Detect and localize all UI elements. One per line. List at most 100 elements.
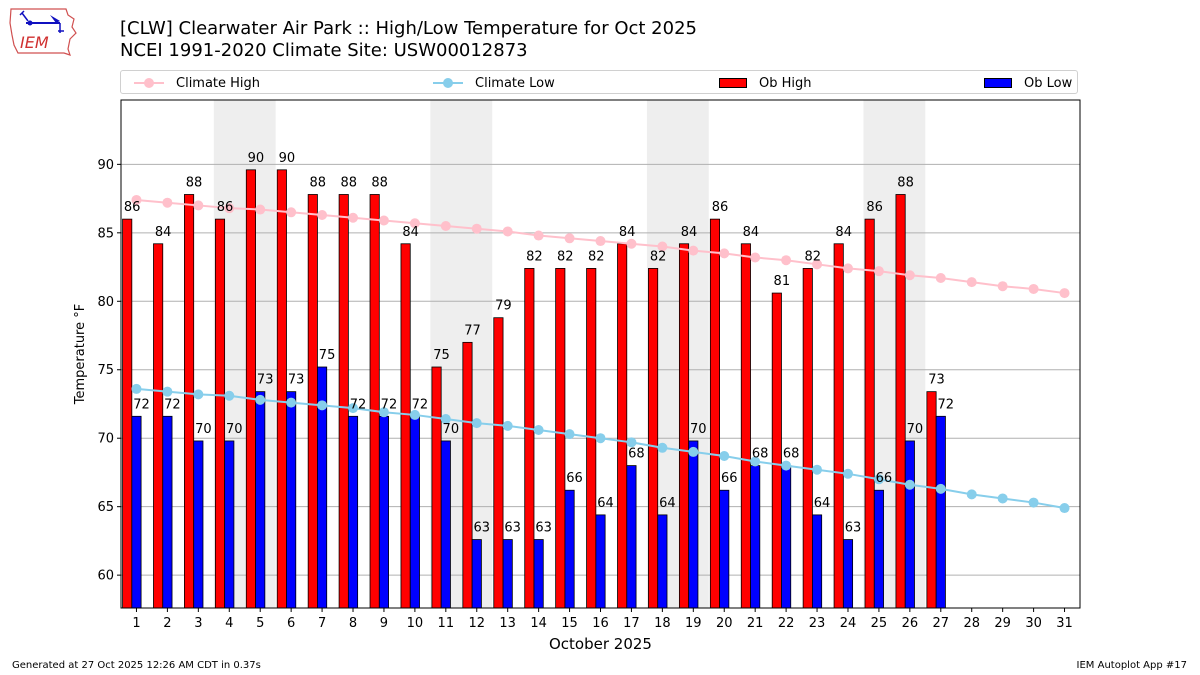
bar-labels-group: 86 84 88 86 90 90 88 88 88 84 75 77 79 82 82 82 84 82 84 86… <box>124 151 954 536</box>
ob-high-bar <box>895 194 906 609</box>
ob-high-bar <box>648 268 659 609</box>
climate-high-point <box>1028 283 1039 294</box>
x-tick-label: 24 <box>840 616 857 631</box>
x-tick-label: 30 <box>1025 616 1042 631</box>
climate-high-point <box>688 245 699 256</box>
climate-high-point <box>378 215 389 226</box>
ob-high-label: 77 <box>464 323 481 338</box>
x-tick-label: 8 <box>349 616 357 631</box>
title-line-1: [CLW] Clearwater Air Park :: High/Low Te… <box>120 18 697 39</box>
ob-high-bar <box>926 391 937 609</box>
climate-high-point <box>719 248 730 259</box>
ob-high-label: 84 <box>402 225 419 240</box>
climate-high-point <box>286 207 297 218</box>
ob-high-bar <box>307 194 318 609</box>
climate-low-point <box>440 414 451 425</box>
climate-low-point <box>997 493 1008 504</box>
climate-high-point <box>966 277 977 288</box>
ob-high-label: 84 <box>835 225 852 240</box>
x-tick-label: 1 <box>132 616 140 631</box>
ob-low-label: 68 <box>752 447 769 462</box>
ob-low-label: 72 <box>350 397 367 412</box>
ob-high-label: 81 <box>774 274 791 289</box>
ob-high-label: 82 <box>588 249 605 264</box>
iem-logo: IEM <box>8 5 80 59</box>
ob-low-label: 68 <box>628 447 645 462</box>
legend-ob-high-swatch-icon <box>719 78 747 88</box>
ob-high-label: 88 <box>310 175 327 190</box>
ob-low-bar <box>688 440 699 609</box>
y-tick-label: 60 <box>97 569 114 584</box>
bars-group <box>122 169 946 609</box>
ob-high-label: 82 <box>557 249 574 264</box>
ob-low-label: 63 <box>473 521 490 536</box>
y-tick-label: 80 <box>97 295 114 310</box>
ob-low-bar <box>873 489 884 609</box>
x-tick-label: 4 <box>225 616 233 631</box>
climate-high-point <box>750 252 761 263</box>
ob-low-bar <box>502 539 513 609</box>
climate-low-point <box>1028 497 1039 508</box>
ob-low-bar <box>626 465 637 609</box>
ob-low-bar <box>224 440 235 609</box>
climate-low-point <box>595 433 606 444</box>
ob-low-bar <box>781 465 792 609</box>
climate-high-point <box>162 197 173 208</box>
ob-high-bar <box>153 243 164 609</box>
y-tick-label: 85 <box>97 226 114 241</box>
y-tick-label: 70 <box>97 432 114 447</box>
x-tick-label: 20 <box>716 616 733 631</box>
ob-low-bar <box>347 415 359 609</box>
x-tick-label: 11 <box>438 616 455 631</box>
climate-low-point <box>224 390 235 401</box>
ob-high-label: 84 <box>619 225 636 240</box>
ob-low-bar <box>595 514 606 609</box>
ob-low-bar <box>750 465 761 609</box>
x-tick-label: 19 <box>685 616 702 631</box>
ob-low-label: 66 <box>721 471 738 486</box>
climate-high-point <box>317 210 328 221</box>
ob-high-label: 84 <box>155 225 172 240</box>
ob-high-bar <box>431 366 442 609</box>
climate-high-point <box>935 273 946 284</box>
climate-low-point <box>409 409 420 420</box>
climate-high-point <box>440 220 451 231</box>
ob-high-label: 82 <box>650 249 667 264</box>
x-tick-label: 14 <box>530 616 547 631</box>
climate-low-point <box>1059 503 1070 514</box>
ob-high-label: 82 <box>804 249 821 264</box>
y-axis-label: Temperature °F <box>73 304 88 405</box>
climate-low-point <box>533 424 544 435</box>
climate-low-point <box>657 442 668 453</box>
legend: Climate High Climate Low Ob High Ob Low <box>120 70 1078 94</box>
x-tick-label: 22 <box>778 616 795 631</box>
x-tick-label: 5 <box>256 616 264 631</box>
ob-high-bar <box>709 218 721 609</box>
ob-high-bar <box>524 268 535 609</box>
ob-low-bar <box>564 489 575 609</box>
ob-low-bar <box>440 440 451 609</box>
ob-low-label: 63 <box>504 521 521 536</box>
x-tick-label: 21 <box>747 616 764 631</box>
x-tick-label: 7 <box>318 616 326 631</box>
x-tick-label: 29 <box>994 616 1011 631</box>
legend-label: Ob High <box>759 75 812 91</box>
climate-high-point <box>842 263 853 274</box>
ob-high-label: 86 <box>712 200 729 215</box>
ob-high-bar <box>214 218 226 609</box>
ob-low-bar <box>255 391 266 609</box>
climate-high-point <box>224 203 235 214</box>
ob-high-bar <box>740 243 751 609</box>
x-tick-label: 31 <box>1056 616 1073 631</box>
climate-low-point <box>193 389 204 400</box>
ob-low-bar <box>935 415 946 609</box>
ob-high-bar <box>122 218 133 609</box>
ob-high-label: 88 <box>340 175 357 190</box>
climate-low-point <box>781 460 792 471</box>
ob-high-label: 90 <box>279 151 296 166</box>
x-tick-label: 2 <box>163 616 171 631</box>
ob-high-bar <box>833 243 844 609</box>
ob-low-label: 72 <box>381 397 398 412</box>
climate-low-point <box>286 397 297 408</box>
